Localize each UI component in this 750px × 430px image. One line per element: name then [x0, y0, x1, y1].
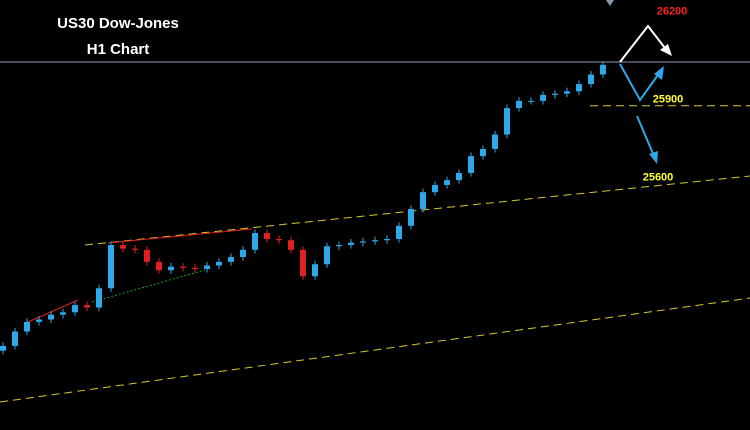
- candle-body: [492, 134, 498, 149]
- candle-body: [180, 266, 186, 268]
- chart-title: US30 Dow-Jones: [57, 15, 179, 32]
- trend-line: [91, 269, 206, 303]
- candle-body: [576, 84, 582, 92]
- candle-body: [480, 148, 486, 157]
- candle-body: [60, 312, 66, 315]
- candle-body: [324, 246, 330, 265]
- candle-body: [564, 91, 570, 94]
- candle-body: [276, 239, 282, 241]
- level-label: 26200: [657, 6, 688, 18]
- candle-body: [228, 257, 234, 262]
- candle-body: [588, 74, 594, 85]
- candle-body: [144, 249, 150, 262]
- level-label: 25900: [653, 94, 684, 106]
- candle-body: [444, 180, 450, 185]
- candle-body: [432, 184, 438, 193]
- candle-body: [252, 233, 258, 250]
- candle-body: [84, 305, 90, 308]
- candle-body: [600, 64, 606, 75]
- candle-body: [108, 245, 114, 289]
- candle-body: [336, 245, 342, 247]
- candle-body: [384, 239, 390, 241]
- chart-subtitle: H1 Chart: [87, 41, 150, 58]
- trend-line: [84, 175, 750, 246]
- arrowhead: [654, 66, 664, 80]
- candle-body: [12, 331, 18, 346]
- candle-body: [456, 172, 462, 181]
- candle-body: [36, 319, 42, 322]
- candle-body: [264, 233, 270, 240]
- trend-line: [0, 297, 750, 403]
- arrow: [619, 63, 661, 102]
- trend-line: [107, 228, 253, 244]
- candle-body: [504, 108, 510, 135]
- candle-body: [72, 305, 78, 313]
- candle-body: [240, 249, 246, 258]
- level-label: 25600: [643, 172, 674, 184]
- candle-body: [96, 288, 102, 308]
- candle-body: [132, 248, 138, 250]
- candle-body: [360, 241, 366, 243]
- candle-body: [408, 208, 414, 226]
- candle-body: [300, 249, 306, 277]
- arrowhead: [649, 151, 658, 164]
- candle-body: [528, 100, 534, 102]
- candle-body: [420, 192, 426, 209]
- arrow: [619, 24, 669, 63]
- candle-body: [288, 240, 294, 250]
- arrow: [636, 115, 655, 157]
- candle-body: [216, 261, 222, 266]
- candle-body: [312, 264, 318, 277]
- candle-body: [0, 345, 6, 351]
- candle-body: [540, 94, 546, 101]
- candle-body: [168, 266, 174, 271]
- candle-body: [156, 261, 162, 271]
- candle-body: [348, 242, 354, 246]
- marker: [606, 0, 614, 6]
- candle-body: [24, 321, 30, 332]
- candle-body: [204, 265, 210, 270]
- candle-body: [48, 314, 54, 320]
- candle-body: [192, 267, 198, 270]
- candle-body: [552, 93, 558, 95]
- candle-body: [396, 225, 402, 240]
- arrowhead: [660, 44, 672, 56]
- trend-line: [27, 299, 79, 323]
- candle-body: [120, 245, 126, 249]
- candle-body: [516, 100, 522, 109]
- candle-body: [372, 240, 378, 242]
- candle-body: [468, 156, 474, 173]
